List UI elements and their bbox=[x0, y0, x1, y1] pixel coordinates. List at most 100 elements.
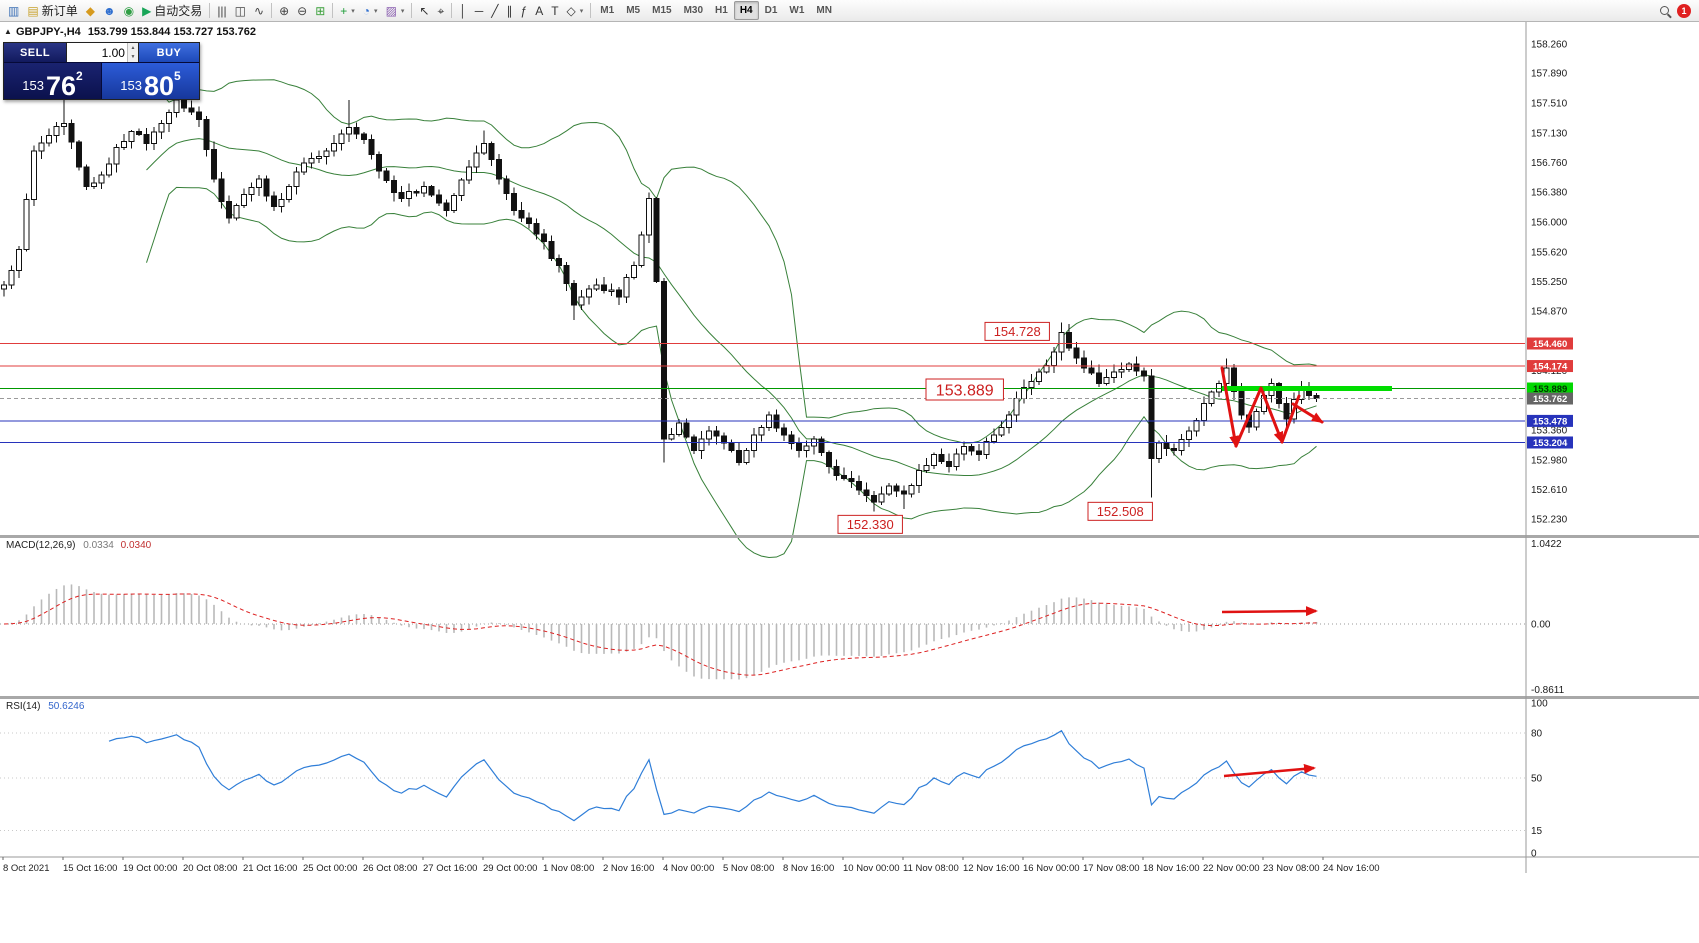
zoom-out-icon: ⊖ bbox=[297, 3, 308, 18]
svg-text:154.728: 154.728 bbox=[994, 324, 1041, 339]
buy-button[interactable]: BUY bbox=[139, 43, 199, 62]
shapes-caret-icon[interactable]: ▾ bbox=[579, 7, 584, 15]
periods-button[interactable]: ◔ ▾ bbox=[359, 1, 382, 20]
macd-value-signal: 0.0340 bbox=[120, 540, 152, 551]
macd-label: MACD(12,26,9) 0.0334 0.0340 bbox=[6, 540, 151, 551]
horizontal-lines-layer[interactable] bbox=[0, 343, 1525, 443]
bar-chart-icon: ||| bbox=[217, 3, 227, 18]
buy-price-base: 153 bbox=[120, 78, 142, 93]
line-chart-button[interactable]: ∿ bbox=[250, 1, 268, 20]
notifications-badge[interactable]: 1 bbox=[1677, 3, 1691, 18]
svg-text:8 Nov 16:00: 8 Nov 16:00 bbox=[783, 863, 834, 874]
svg-text:8 Oct 2021: 8 Oct 2021 bbox=[3, 863, 49, 874]
trend-arrows-layer[interactable] bbox=[1220, 366, 1324, 778]
buy-price-big: 80 bbox=[143, 70, 175, 101]
timeframe-m1-button[interactable]: M1 bbox=[600, 5, 615, 16]
price-annotations-layer[interactable]: 154.728 153.889 152.508 152.330 bbox=[837, 321, 1153, 534]
cursor-button[interactable]: ↖ bbox=[415, 1, 433, 20]
svg-text:158.260: 158.260 bbox=[1531, 40, 1568, 51]
vertical-line-button[interactable]: │ bbox=[455, 1, 471, 20]
svg-text:153.478: 153.478 bbox=[1533, 416, 1567, 427]
market-icon-icon: ◉ bbox=[123, 3, 135, 18]
bar-chart-button[interactable]: ||| bbox=[213, 1, 230, 20]
panel-frame bbox=[0, 22, 1699, 873]
zoom-in-icon: ⊕ bbox=[279, 3, 290, 18]
template-button[interactable]: ▨ ▾ bbox=[382, 1, 409, 20]
community-icon-button[interactable]: ☻ bbox=[99, 1, 120, 20]
channel-icon: ∥ bbox=[506, 3, 513, 18]
svg-text:154.460: 154.460 bbox=[1533, 339, 1567, 350]
svg-text:156.760: 156.760 bbox=[1531, 158, 1568, 169]
tile-windows-button[interactable]: ⊞ bbox=[311, 1, 329, 20]
shapes-button[interactable]: ◇ ▾ bbox=[563, 1, 588, 20]
chart-canvas[interactable]: 158.260 157.890 157.510 157.130 156.760 156.3… bbox=[0, 22, 1699, 943]
new-order-icon: ▤ bbox=[27, 3, 39, 18]
candlestick-chart-button[interactable]: ◫ bbox=[231, 1, 250, 20]
template-caret-icon[interactable]: ▾ bbox=[400, 7, 405, 15]
toolbar-separator bbox=[451, 3, 453, 18]
channel-button[interactable]: ∥ bbox=[503, 1, 517, 20]
volume-input[interactable] bbox=[67, 43, 127, 62]
timeframe-mn-button[interactable]: MN bbox=[816, 5, 832, 16]
timeframe-w1-button[interactable]: W1 bbox=[789, 5, 805, 16]
svg-text:5 Nov 08:00: 5 Nov 08:00 bbox=[723, 863, 774, 874]
price-axis[interactable]: 158.260 157.890 157.510 157.130 156.760 156.3… bbox=[1527, 40, 1573, 526]
svg-text:0.00: 0.00 bbox=[1531, 619, 1551, 630]
volume-down-button[interactable]: ▼ bbox=[127, 52, 138, 62]
svg-text:155.250: 155.250 bbox=[1531, 277, 1568, 288]
svg-text:2 Nov 16:00: 2 Nov 16:00 bbox=[603, 863, 654, 874]
deposit-icon-button[interactable]: ◆ bbox=[82, 1, 99, 20]
vertical-line-icon: │ bbox=[459, 3, 467, 18]
sell-button[interactable]: SELL bbox=[4, 43, 66, 62]
svg-text:17 Nov 08:00: 17 Nov 08:00 bbox=[1083, 863, 1140, 874]
svg-text:27 Oct 16:00: 27 Oct 16:00 bbox=[423, 863, 477, 874]
timeframe-d1-button[interactable]: D1 bbox=[764, 5, 778, 16]
crosshair-icon: ⌖ bbox=[437, 3, 445, 18]
autotrade-button[interactable]: ▶ 自动交易 bbox=[138, 1, 206, 20]
market-icon-button[interactable]: ◉ bbox=[120, 1, 138, 20]
new-chart-button[interactable]: ▥ bbox=[4, 1, 23, 20]
zoom-in-button[interactable]: ⊕ bbox=[275, 1, 293, 20]
timeframe-h4-button[interactable]: H4 bbox=[733, 1, 759, 20]
search-button[interactable] bbox=[1656, 1, 1673, 20]
svg-text:15: 15 bbox=[1531, 826, 1543, 837]
indicators-caret-icon[interactable]: ▾ bbox=[351, 7, 355, 15]
svg-text:156.380: 156.380 bbox=[1531, 188, 1568, 199]
sell-price-base: 153 bbox=[22, 78, 44, 93]
toolbar-separator bbox=[209, 3, 211, 18]
text-button[interactable]: A bbox=[531, 1, 547, 20]
macd-value-main: 0.0334 bbox=[83, 540, 114, 551]
indicator-axes: 1.0422 0.00 -0.8611 100 80 50 15 0 bbox=[1531, 539, 1565, 860]
new-order-button[interactable]: ▤ 新订单 bbox=[23, 1, 81, 20]
candles-layer bbox=[1, 69, 1320, 512]
one-click-collapse-icon[interactable]: ▲ bbox=[4, 27, 12, 36]
time-axis[interactable]: 8 Oct 2021 15 Oct 16:00 19 Oct 00:00 20 Oct… bbox=[2, 857, 1380, 874]
macd-layer bbox=[0, 584, 1525, 680]
svg-text:22 Nov 00:00: 22 Nov 00:00 bbox=[1203, 863, 1260, 874]
toolbar-separator bbox=[590, 3, 592, 18]
label-button[interactable]: T bbox=[547, 1, 562, 20]
chart-ohlc-values: 153.799 153.844 153.727 153.762 bbox=[87, 26, 257, 38]
indicators-button[interactable]: + ▾ bbox=[336, 1, 359, 20]
timeframe-m15-button[interactable]: M15 bbox=[652, 5, 672, 16]
sell-price-display[interactable]: 153 76 2 bbox=[4, 63, 101, 99]
svg-text:153.762: 153.762 bbox=[1533, 394, 1567, 405]
svg-text:153.889: 153.889 bbox=[1533, 384, 1567, 395]
zoom-out-button[interactable]: ⊖ bbox=[293, 1, 311, 20]
crosshair-button[interactable]: ⌖ bbox=[433, 1, 448, 20]
svg-text:157.130: 157.130 bbox=[1531, 129, 1568, 140]
timeframe-m30-button[interactable]: M30 bbox=[683, 5, 704, 16]
timeframe-m5-button[interactable]: M5 bbox=[626, 5, 641, 16]
buy-price-display[interactable]: 153 80 5 bbox=[101, 63, 199, 99]
trendline-button[interactable]: ╱ bbox=[487, 1, 502, 20]
volume-up-button[interactable]: ▲ bbox=[127, 43, 138, 53]
text-icon: A bbox=[535, 3, 544, 18]
horizontal-line-button[interactable]: ─ bbox=[471, 1, 488, 20]
fibonacci-button[interactable]: ƒ bbox=[517, 1, 532, 20]
deposit-icon-icon: ◆ bbox=[85, 3, 95, 18]
indicators-icon: + bbox=[340, 3, 348, 18]
rsi-label: RSI(14) 50.6246 bbox=[6, 701, 84, 712]
periods-caret-icon[interactable]: ▾ bbox=[374, 7, 378, 15]
timeframe-h1-button[interactable]: H1 bbox=[715, 5, 728, 16]
svg-text:155.620: 155.620 bbox=[1531, 248, 1568, 259]
